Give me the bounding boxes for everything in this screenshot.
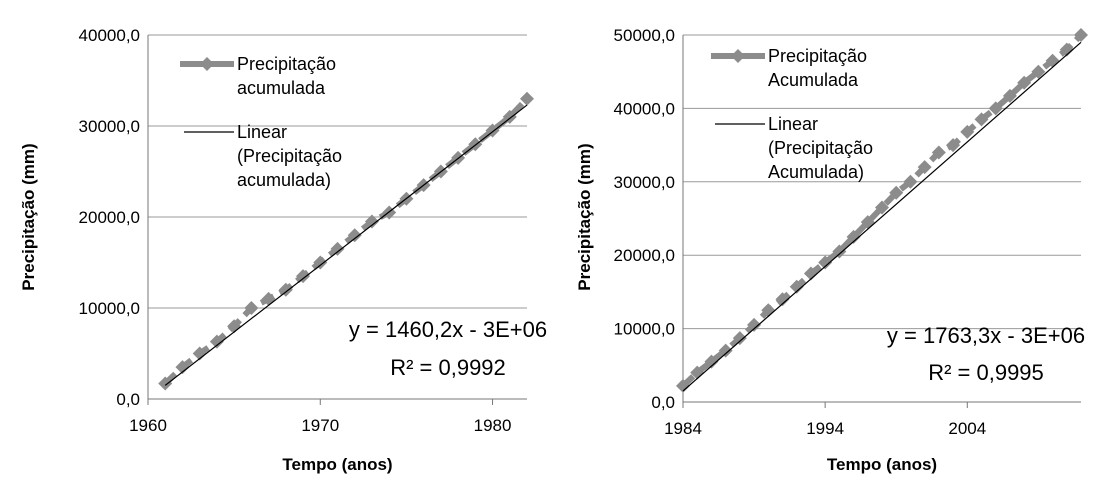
legend-label-linear: (Precipitação — [237, 146, 342, 166]
legend-label-linear: Acumulada) — [768, 162, 864, 182]
data-point-diamond — [988, 101, 1003, 116]
chart-right-svg: 0,0 10000,0 20000,0 30000,0 40000,0 50000,0 19… — [575, 26, 1088, 474]
y-axis-title: Precipitação (mm) — [19, 143, 38, 290]
y-tick-label: 30000,0 — [79, 117, 140, 136]
data-point-diamond — [931, 145, 946, 160]
data-point-diamond — [889, 185, 904, 200]
trendline — [682, 41, 1082, 392]
data-point-diamond — [278, 282, 293, 297]
legend-label-linear: acumulada) — [237, 170, 331, 190]
x-tick-label: 2004 — [948, 419, 986, 438]
y-tick-label: 0,0 — [116, 390, 140, 409]
data-point-diamond — [1059, 42, 1074, 57]
data-point-diamond — [347, 228, 362, 243]
data-point-diamond — [1017, 75, 1032, 90]
y-tick-label: 30000,0 — [614, 173, 675, 192]
x-tick-label: 1980 — [474, 416, 512, 435]
data-point-diamond — [974, 112, 989, 127]
data-point-diamond — [364, 214, 379, 229]
legend-label-accumulated: Acumulada — [768, 70, 859, 90]
r-squared-label: R² = 0,9992 — [390, 355, 506, 380]
legend-label-accumulated: Precipitação — [768, 46, 867, 66]
chart-right: 0,0 10000,0 20000,0 30000,0 40000,0 50000,0 19… — [553, 0, 1106, 476]
y-tick-label: 20000,0 — [79, 208, 140, 227]
data-point-diamond — [960, 124, 975, 139]
regression-equation: y = 1460,2x - 3E+06 — [349, 317, 547, 342]
data-point-diamond — [832, 244, 847, 259]
regression-equation: y = 1763,3x - 3E+06 — [887, 323, 1085, 348]
legend-label-linear: Linear — [237, 122, 287, 142]
data-point-diamond — [209, 334, 224, 349]
legend-diamond-icon — [731, 49, 745, 63]
legend-label-accumulated: Precipitação — [237, 54, 336, 74]
chart-left-svg: 0,0 10000,0 20000,0 30000,0 40000,0 1960 1970 1… — [19, 26, 547, 474]
legend-diamond-icon — [200, 57, 214, 71]
data-point-diamond — [732, 331, 747, 346]
data-point-diamond — [704, 354, 719, 369]
data-point-diamond — [903, 174, 918, 189]
data-point-diamond — [789, 279, 804, 294]
data-point-diamond — [775, 292, 790, 307]
x-tick-label: 1960 — [129, 416, 167, 435]
data-point-diamond — [690, 365, 705, 380]
data-point-diamond — [192, 346, 207, 361]
legend-label-linear: Linear — [768, 114, 818, 134]
r-squared-label: R² = 0,9995 — [928, 360, 1044, 385]
y-tick-label: 0,0 — [651, 393, 675, 412]
y-tick-label: 40000,0 — [614, 99, 675, 118]
data-point-diamond — [158, 376, 173, 391]
data-point-diamond — [1002, 88, 1017, 103]
y-tick-label: 10000,0 — [614, 320, 675, 339]
data-point-diamond — [1074, 28, 1088, 42]
y-tick-label: 10000,0 — [79, 299, 140, 318]
data-point-diamond — [718, 343, 733, 358]
data-point-diamond — [313, 255, 328, 270]
legend-label-linear: (Precipitação — [768, 138, 873, 158]
y-axis-title: Precipitação (mm) — [575, 143, 594, 290]
data-point-diamond — [175, 360, 190, 375]
data-point-diamond — [520, 91, 534, 106]
y-tick-label: 40000,0 — [79, 26, 140, 45]
data-point-diamond — [747, 317, 762, 332]
data-point-diamond — [803, 266, 818, 281]
data-point-diamond — [875, 200, 889, 215]
data-point-diamond — [330, 241, 345, 256]
data-point-diamond — [676, 378, 690, 393]
x-tick-label: 1994 — [806, 419, 844, 438]
data-point-diamond — [846, 229, 861, 244]
data-point-diamond — [296, 269, 311, 284]
series-line-accumulated — [680, 32, 1084, 389]
x-axis-title: Tempo (anos) — [827, 455, 937, 474]
x-axis-title: Tempo (anos) — [282, 455, 392, 474]
chart-left: 0,0 10000,0 20000,0 30000,0 40000,0 1960 1970 1… — [0, 0, 553, 476]
data-point-diamond — [917, 160, 932, 175]
legend-label-accumulated: acumulada — [237, 78, 326, 98]
series-line-accumulated — [163, 96, 530, 386]
y-tick-label: 20000,0 — [614, 246, 675, 265]
trendline — [164, 104, 528, 386]
data-point-diamond — [244, 301, 259, 315]
x-tick-label: 1984 — [664, 419, 702, 438]
y-tick-label: 50000,0 — [614, 26, 675, 45]
data-point-diamond — [818, 255, 833, 270]
data-point-diamond — [1031, 64, 1046, 79]
data-point-diamond — [946, 138, 961, 153]
x-tick-label: 1970 — [301, 416, 339, 435]
